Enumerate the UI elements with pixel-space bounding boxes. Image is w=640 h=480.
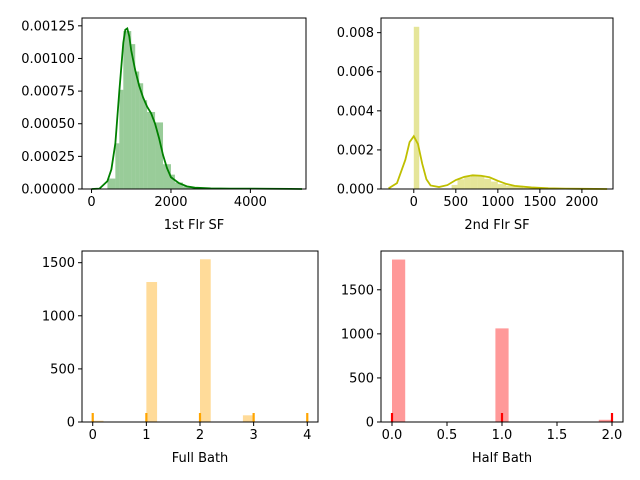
x-axis-label: Half Bath (472, 451, 532, 466)
x-axis-label: 2nd Flr SF (464, 218, 529, 233)
bar-2 (457, 179, 464, 189)
y-tick-label-0: 0 (67, 416, 75, 431)
bar-1 (452, 185, 458, 189)
y-tick-label-2: 1000 (42, 309, 75, 324)
x-tick-label-2: 1.0 (492, 428, 513, 443)
y-tick-label-3: 1500 (341, 283, 374, 298)
bar-8 (498, 184, 506, 189)
x-tick-label-4: 4 (303, 428, 311, 443)
y-tick-label-1: 500 (50, 362, 75, 377)
x-tick-label-1: 2000 (154, 195, 187, 210)
y-tick-label-3: 0.006 (337, 65, 374, 80)
bar-4 (471, 176, 478, 189)
bar-0 (392, 260, 405, 422)
y-tick-label-1: 500 (349, 371, 374, 386)
bar-3 (243, 415, 254, 422)
x-tick-label-3: 1.5 (547, 428, 568, 443)
x-axis-label: Full Bath (172, 451, 229, 466)
bar-6 (139, 83, 143, 189)
y-tick-label-3: 1500 (42, 256, 75, 271)
bar-8 (147, 112, 155, 189)
y-tick-label-0: 0.000 (337, 183, 374, 198)
x-tick-label-4: 2.0 (602, 428, 623, 443)
x-tick-label-2: 1000 (481, 195, 514, 210)
x-tick-label-2: 2 (196, 428, 204, 443)
x-tick-label-0: 0 (87, 195, 95, 210)
bar-2 (119, 90, 123, 189)
bar-2 (200, 259, 211, 422)
y-tick-label-0: 0.00000 (21, 183, 75, 198)
x-tick-label-3: 3 (249, 428, 257, 443)
x-tick-label-1: 1 (142, 428, 150, 443)
bar-7 (491, 182, 498, 189)
y-tick-label-2: 1000 (341, 327, 374, 342)
bar-5 (135, 72, 139, 189)
bar-1 (115, 143, 119, 189)
x-tick-label-0: 0 (410, 195, 418, 210)
x-tick-label-3: 1500 (523, 195, 556, 210)
bar-3 (123, 31, 131, 189)
x-tick-label-0: 0 (89, 428, 97, 443)
bar-6 (484, 179, 491, 189)
x-tick-label-1: 0.5 (437, 428, 458, 443)
bar-9 (155, 122, 163, 189)
y-tick-label-4: 0.008 (337, 26, 374, 41)
bar-5 (478, 176, 485, 189)
x-tick-label-4: 2000 (565, 195, 598, 210)
y-tick-label-1: 0.00025 (21, 150, 75, 165)
y-tick-label-4: 0.00100 (21, 52, 75, 67)
bar-1 (495, 328, 508, 422)
bar-3 (464, 177, 471, 189)
bar-1 (146, 282, 157, 422)
y-tick-label-3: 0.00075 (21, 85, 75, 100)
y-tick-label-5: 0.00125 (21, 19, 75, 34)
x-tick-label-1: 500 (443, 195, 468, 210)
x-tick-label-0: 0.0 (382, 428, 403, 443)
x-axis-label: 1st Flr SF (164, 218, 225, 233)
y-tick-label-0: 0 (366, 416, 374, 431)
y-tick-label-2: 0.004 (337, 104, 374, 119)
y-tick-label-1: 0.002 (337, 143, 374, 158)
bar-0 (414, 27, 419, 189)
bar-7 (143, 100, 147, 189)
y-tick-label-2: 0.00050 (21, 117, 75, 132)
x-tick-label-2: 4000 (234, 195, 267, 210)
